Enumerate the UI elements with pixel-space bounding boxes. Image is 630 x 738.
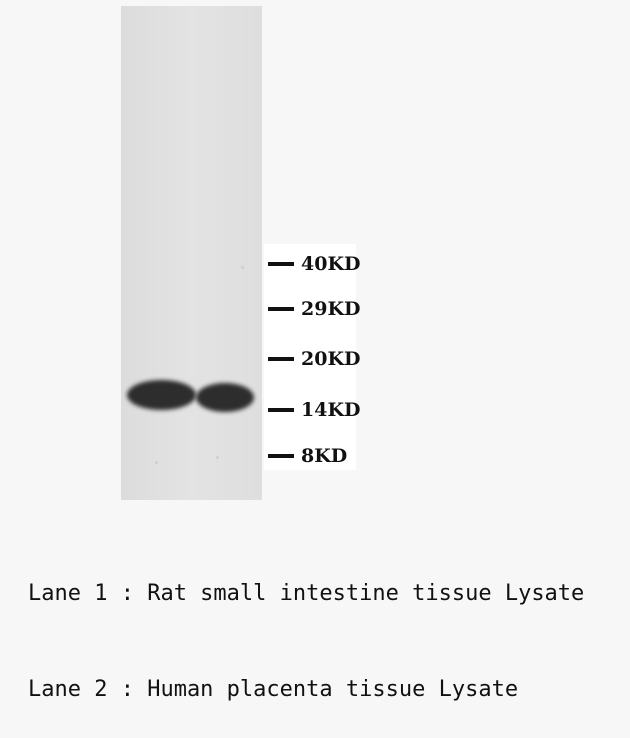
marker-tick [268,307,294,311]
background-speck [216,456,219,459]
marker-tick [268,454,294,458]
molecular-weight-ladder: 40KD 29KD 20KD 14KD 8KD [264,244,360,470]
marker-label: 40KD [301,253,361,275]
marker-tick [268,262,294,266]
marker-label: 14KD [301,399,361,421]
marker-29kd: 29KD [268,297,360,321]
lane-legend: Lane 1 : Rat small intestine tissue Lysa… [28,514,584,738]
lane-2-band [196,383,254,412]
marker-20kd: 20KD [268,347,360,371]
western-blot-membrane [121,6,262,500]
lane-1-band [127,380,196,410]
marker-label: 8KD [301,445,348,467]
marker-tick [268,357,294,361]
marker-40kd: 40KD [268,252,360,276]
marker-label: 20KD [301,348,361,370]
lane-2-caption: Lane 2 : Human placenta tissue Lysate [28,677,519,702]
marker-label: 29KD [301,298,361,320]
background-speck [241,266,244,269]
marker-8kd: 8KD [268,444,347,468]
marker-14kd: 14KD [268,398,360,422]
marker-tick [268,408,294,412]
background-speck [155,461,158,464]
lane-1-caption: Lane 1 : Rat small intestine tissue Lysa… [28,581,585,606]
